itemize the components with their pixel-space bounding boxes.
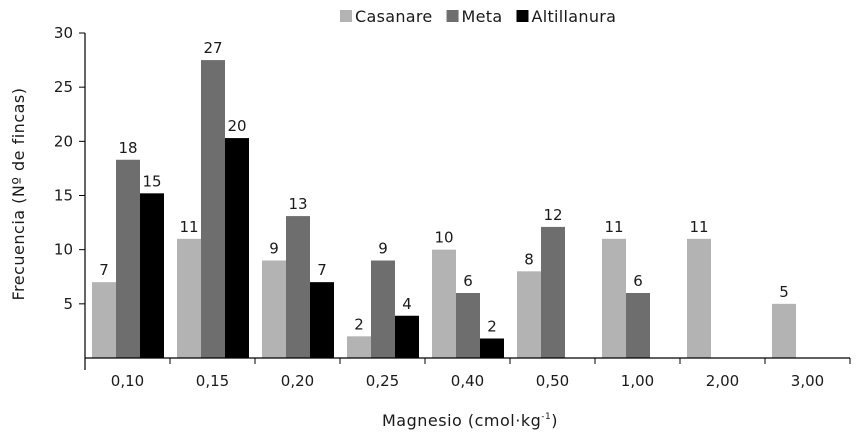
y-tick-label-30: 30 bbox=[54, 24, 73, 42]
data-label-meta-0-40: 6 bbox=[463, 272, 473, 290]
bar-altillanura-0-25 bbox=[395, 315, 419, 358]
data-label-meta-0-15: 27 bbox=[203, 39, 222, 57]
bar-meta-0-25 bbox=[371, 260, 395, 358]
bar-altillanura-0-40 bbox=[480, 338, 504, 358]
x-axis-title-end: ) bbox=[551, 411, 558, 430]
bar-casanare-0-25 bbox=[347, 336, 371, 358]
x-tick-label-1-00: 1,00 bbox=[621, 372, 654, 390]
bar-meta-0-10 bbox=[116, 159, 140, 358]
bar-meta-0-40 bbox=[456, 293, 480, 358]
bar-altillanura-0-15 bbox=[225, 138, 249, 358]
bar-altillanura-0-20 bbox=[310, 282, 334, 358]
legend-label-casanare: Casanare bbox=[355, 7, 433, 26]
bar-meta-1-00 bbox=[626, 293, 650, 358]
bar-casanare-2-00 bbox=[687, 238, 711, 358]
y-tick-label-10: 10 bbox=[54, 241, 73, 259]
data-label-casanare-1-00: 11 bbox=[604, 218, 623, 236]
data-label-casanare-0-25: 2 bbox=[354, 315, 364, 333]
y-tick-label-15: 15 bbox=[54, 187, 73, 205]
x-tick-label-2-00: 2,00 bbox=[706, 372, 739, 390]
x-tick-label-0-25: 0,25 bbox=[366, 372, 399, 390]
data-label-casanare-0-20: 9 bbox=[269, 240, 279, 258]
bar-casanare-3-00 bbox=[772, 303, 796, 358]
y-axis-title: Frecuencia (Nº de fincas) bbox=[9, 88, 28, 301]
y-tick-label-20: 20 bbox=[54, 132, 73, 150]
bar-casanare-1-00 bbox=[602, 238, 626, 358]
bar-casanare-0-20 bbox=[262, 260, 286, 358]
x-axis-title-superscript: -1 bbox=[541, 412, 551, 422]
data-label-meta-1-00: 6 bbox=[633, 272, 643, 290]
data-label-altillanura-0-15: 20 bbox=[227, 117, 246, 135]
bar-casanare-0-50 bbox=[517, 271, 541, 358]
data-labels: 7 18 15 11 27 20 9 13 7 2 9 4 10 6 2 8 12 11 6 11 5 bbox=[99, 39, 789, 335]
legend-label-meta: Meta bbox=[462, 7, 503, 26]
data-label-altillanura-0-40: 2 bbox=[487, 318, 497, 336]
data-label-casanare-3-00: 5 bbox=[779, 283, 789, 301]
data-label-casanare-0-40: 10 bbox=[434, 229, 453, 247]
bar-meta-0-15 bbox=[201, 60, 225, 358]
data-label-meta-0-20: 13 bbox=[288, 195, 307, 213]
bar-meta-0-20 bbox=[286, 216, 310, 358]
legend-swatch-altillanura bbox=[516, 10, 529, 22]
x-axis-title: Magnesio (cmol·kg-1) bbox=[382, 411, 558, 430]
data-label-casanare-0-10: 7 bbox=[99, 261, 109, 279]
y-tick-label-25: 25 bbox=[54, 78, 73, 96]
legend-swatch-meta bbox=[446, 10, 459, 22]
data-label-casanare-0-50: 8 bbox=[524, 250, 534, 268]
data-label-meta-0-25: 9 bbox=[378, 240, 388, 258]
data-label-altillanura-0-20: 7 bbox=[317, 261, 327, 279]
bar-casanare-0-40 bbox=[432, 249, 456, 358]
bar-group bbox=[92, 60, 796, 358]
x-tick-label-0-20: 0,20 bbox=[281, 372, 314, 390]
y-tick-label-5: 5 bbox=[63, 295, 73, 313]
data-label-altillanura-0-10: 15 bbox=[142, 172, 161, 190]
legend: Casanare Meta Altillanura bbox=[340, 7, 616, 26]
bar-altillanura-0-10 bbox=[140, 193, 164, 358]
legend-label-altillanura: Altillanura bbox=[531, 7, 616, 26]
data-label-altillanura-0-25: 4 bbox=[402, 295, 412, 313]
data-label-meta-0-50: 12 bbox=[543, 206, 562, 224]
bar-casanare-0-15 bbox=[177, 238, 201, 358]
x-tick-label-0-10: 0,10 bbox=[111, 372, 144, 390]
data-label-casanare-0-15: 11 bbox=[179, 218, 198, 236]
bar-casanare-0-10 bbox=[92, 282, 116, 358]
x-tick-label-0-40: 0,40 bbox=[451, 372, 484, 390]
legend-swatch-casanare bbox=[340, 10, 352, 22]
data-label-casanare-2-00: 11 bbox=[689, 218, 708, 236]
data-label-meta-0-10: 18 bbox=[118, 139, 137, 157]
x-axis-title-main: Magnesio (cmol·kg bbox=[382, 411, 541, 430]
bar-meta-0-50 bbox=[541, 226, 565, 358]
x-tick-label-0-15: 0,15 bbox=[196, 372, 229, 390]
x-tick-label-0-50: 0,50 bbox=[536, 372, 569, 390]
x-tick-label-3-00: 3,00 bbox=[791, 372, 824, 390]
